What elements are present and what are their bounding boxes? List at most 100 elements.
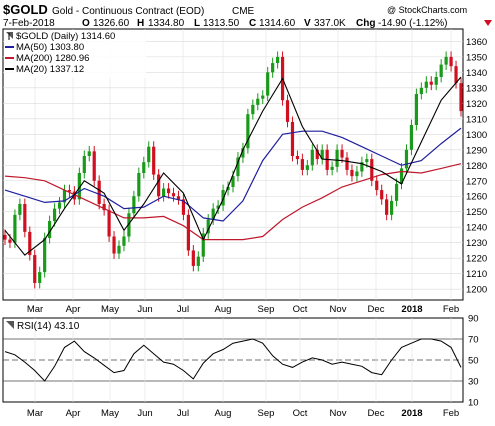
price-tick-label: 1210 xyxy=(466,269,487,280)
month-tick-label: Jul xyxy=(177,408,189,419)
candle-body xyxy=(370,159,374,181)
price-tick-label: 1280 xyxy=(466,161,487,172)
candle-body xyxy=(439,64,443,78)
candle-body xyxy=(365,159,369,163)
candle-body xyxy=(112,236,116,254)
candle-body xyxy=(38,272,42,283)
low-value: 1313.50 xyxy=(203,18,240,29)
candle-body xyxy=(82,155,86,174)
exchange-label: CME xyxy=(232,6,255,17)
candle-body xyxy=(23,203,27,232)
candle-body xyxy=(414,94,418,126)
rsi-x-axis: Mar Apr May Jun Jul Aug Sep Oct Nov Dec 2018 Feb xyxy=(27,408,459,419)
candle-body xyxy=(310,149,314,166)
price-tick-label: 1270 xyxy=(466,176,487,187)
candle-body xyxy=(92,151,96,181)
rsi-line xyxy=(4,338,462,382)
volume-label: V xyxy=(304,18,311,29)
candle-body xyxy=(246,114,250,149)
candle-body xyxy=(429,81,433,85)
month-tick-label: May xyxy=(101,304,119,315)
candle-body xyxy=(33,255,37,283)
candle-body xyxy=(330,166,334,170)
candle-body xyxy=(77,173,81,200)
candle-body xyxy=(157,174,161,197)
change-label: Chg xyxy=(356,18,375,29)
month-tick-label: Dec xyxy=(368,304,385,315)
price-tick-label: 1310 xyxy=(466,114,487,125)
candle-body xyxy=(454,66,458,84)
candle-body xyxy=(201,233,205,257)
month-tick-label: Apr xyxy=(66,304,81,315)
contract-name: Gold - Continuous Contract (EOD) xyxy=(52,6,204,17)
candle-body xyxy=(206,219,210,234)
month-tick-label: Nov xyxy=(330,408,347,419)
change-value: -14.90 (-1.12%) xyxy=(378,18,447,29)
candle-body xyxy=(350,169,354,177)
candle-body xyxy=(18,203,22,215)
candle-body xyxy=(320,149,324,160)
candle-body xyxy=(152,146,156,175)
month-tick-label: Oct xyxy=(293,304,308,315)
price-tick-label: 1320 xyxy=(466,99,487,110)
month-tick-label: Jul xyxy=(177,304,189,315)
symbol-title: $GOLD xyxy=(3,2,48,17)
legend-entry: $GOLD (Daily) 1314.60 xyxy=(16,31,115,42)
month-tick-label: Oct xyxy=(293,408,308,419)
price-tick-label: 1200 xyxy=(466,285,487,296)
candle-body xyxy=(211,208,215,220)
price-tick-label: 1360 xyxy=(466,37,487,48)
candle-body xyxy=(132,196,136,214)
candle-body xyxy=(186,214,190,251)
price-tick-label: 1290 xyxy=(466,145,487,156)
candle-body xyxy=(394,183,399,201)
month-tick-label: Mar xyxy=(27,304,43,315)
candle-body xyxy=(266,72,270,96)
candle-body xyxy=(166,188,171,194)
rsi-grid xyxy=(3,318,463,402)
panel-corner-icon xyxy=(6,321,14,329)
ma20-line xyxy=(4,76,462,256)
candle-body xyxy=(295,155,300,160)
watermark: @ StockCharts.com xyxy=(387,5,467,15)
candle-body xyxy=(57,202,62,209)
candle-body xyxy=(176,196,181,200)
month-tick-label: Nov xyxy=(330,304,347,315)
month-tick-label: Sep xyxy=(258,304,275,315)
month-tick-label: Mar xyxy=(27,408,43,419)
legend-entry: MA(50) 1303.80 xyxy=(16,42,84,53)
month-tick-label: Jun xyxy=(137,304,152,315)
price-tick-label: 1300 xyxy=(466,130,487,141)
open-label: O xyxy=(82,18,90,29)
month-tick-label: Dec xyxy=(368,408,385,419)
candle-body xyxy=(449,56,453,67)
month-tick-label: Feb xyxy=(443,408,459,419)
month-tick-label: 2018 xyxy=(401,408,422,419)
candle-body xyxy=(221,190,225,206)
month-tick-label: 2018 xyxy=(401,304,422,315)
candle-body xyxy=(48,221,52,239)
low-label: L xyxy=(194,18,200,29)
candle-body xyxy=(8,239,12,243)
rsi-label-bg xyxy=(4,319,100,331)
price-tick-label: 1340 xyxy=(466,68,487,79)
rsi-tick-label: 30 xyxy=(468,377,479,388)
legend-entry: MA(200) 1280.96 xyxy=(16,53,89,64)
candle-body xyxy=(147,146,151,163)
candle-body xyxy=(355,171,359,177)
candle-body xyxy=(335,149,339,167)
close-label: C xyxy=(249,18,256,29)
quote-date: 7-Feb-2018 xyxy=(3,18,55,29)
candle-body xyxy=(3,234,7,240)
rsi-tick-label: 70 xyxy=(468,335,479,346)
candle-body xyxy=(390,200,394,215)
month-tick-label: Sep xyxy=(258,408,275,419)
month-tick-label: Feb xyxy=(443,304,459,315)
candle-body xyxy=(399,168,404,184)
candle-body xyxy=(424,81,428,88)
candle-body xyxy=(196,256,200,266)
candle-body xyxy=(444,56,448,65)
candle-body xyxy=(142,162,146,174)
